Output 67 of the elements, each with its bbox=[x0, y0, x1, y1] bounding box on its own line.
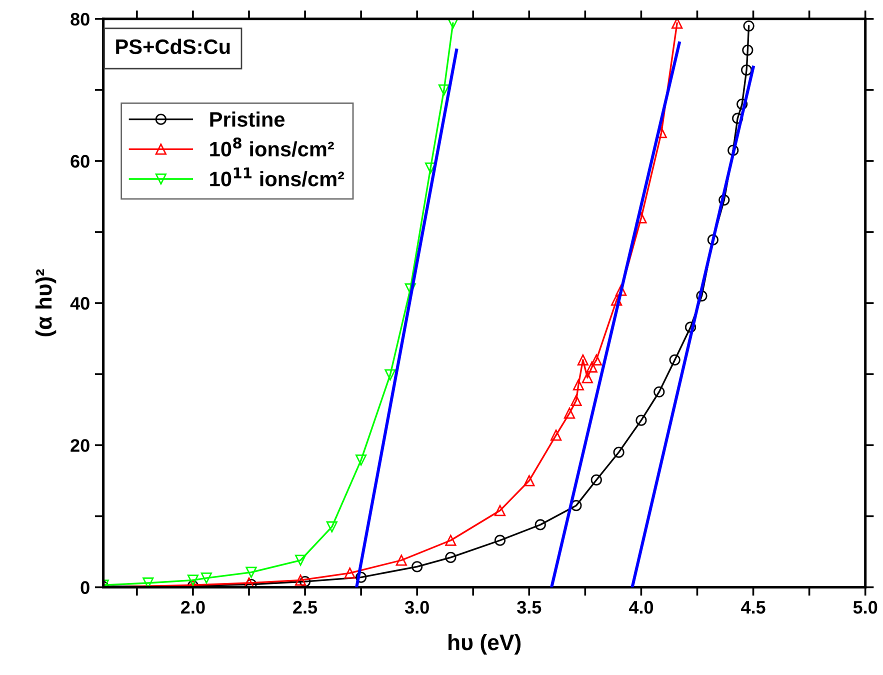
point bbox=[570, 394, 582, 406]
point bbox=[707, 234, 718, 246]
point bbox=[550, 430, 562, 441]
point bbox=[494, 504, 506, 516]
point bbox=[613, 446, 624, 458]
point bbox=[728, 144, 739, 156]
x-axis-title: hυ (eV) bbox=[448, 634, 521, 655]
x-tick-label: 2.0 bbox=[181, 600, 205, 614]
point bbox=[344, 567, 356, 579]
point bbox=[200, 572, 212, 584]
point bbox=[590, 354, 602, 366]
x-tick-label: 2.5 bbox=[293, 600, 318, 614]
point bbox=[356, 454, 367, 466]
annotation: PS+CdS:Cu bbox=[116, 38, 230, 54]
point bbox=[445, 552, 456, 563]
point bbox=[447, 18, 459, 29]
point bbox=[246, 566, 257, 578]
y-axis-title: (α hυ)² bbox=[35, 269, 56, 336]
x-tick-label: 3.0 bbox=[404, 600, 429, 614]
point bbox=[396, 554, 407, 566]
point bbox=[732, 112, 744, 124]
point bbox=[669, 354, 680, 366]
y-tick-label: 80 bbox=[70, 12, 90, 26]
point bbox=[524, 475, 535, 486]
point bbox=[736, 98, 748, 110]
point bbox=[494, 534, 506, 546]
y-tick-label: 40 bbox=[70, 297, 90, 310]
point bbox=[740, 64, 752, 76]
point bbox=[582, 372, 593, 384]
point bbox=[326, 521, 338, 532]
point bbox=[187, 574, 199, 586]
point bbox=[438, 84, 450, 96]
point bbox=[672, 18, 683, 29]
point bbox=[718, 194, 730, 206]
point bbox=[615, 284, 627, 296]
legend-label: 10$^{11}$ ions/cm² bbox=[210, 168, 344, 187]
point bbox=[445, 534, 456, 546]
y-tick-label: 20 bbox=[70, 439, 90, 452]
x-tick-label: 3.5 bbox=[517, 600, 542, 614]
point bbox=[696, 290, 708, 302]
x-tick-label: 5.0 bbox=[853, 600, 878, 614]
point bbox=[299, 576, 311, 588]
point bbox=[611, 294, 622, 306]
point bbox=[577, 354, 588, 366]
point bbox=[412, 561, 423, 572]
point bbox=[742, 44, 754, 56]
legend-label: 10$^{8}$ ions/cm² bbox=[210, 138, 334, 157]
point bbox=[743, 20, 754, 32]
point bbox=[142, 577, 154, 588]
point bbox=[572, 379, 584, 390]
point bbox=[636, 414, 647, 426]
point bbox=[684, 322, 696, 333]
x-tick-label: 4.0 bbox=[628, 600, 654, 614]
legend-label: Pristine bbox=[210, 112, 285, 127]
point bbox=[590, 474, 602, 486]
y-tick-label: 0 bbox=[80, 581, 90, 594]
x-tick-label: 4.5 bbox=[741, 601, 766, 614]
point bbox=[570, 500, 582, 512]
point bbox=[564, 408, 576, 419]
point bbox=[294, 574, 306, 586]
point bbox=[294, 554, 306, 566]
point bbox=[356, 572, 367, 583]
point bbox=[384, 369, 396, 380]
y-tick-label: 60 bbox=[70, 154, 90, 168]
point bbox=[654, 386, 665, 398]
point bbox=[534, 519, 546, 530]
point bbox=[586, 361, 598, 373]
